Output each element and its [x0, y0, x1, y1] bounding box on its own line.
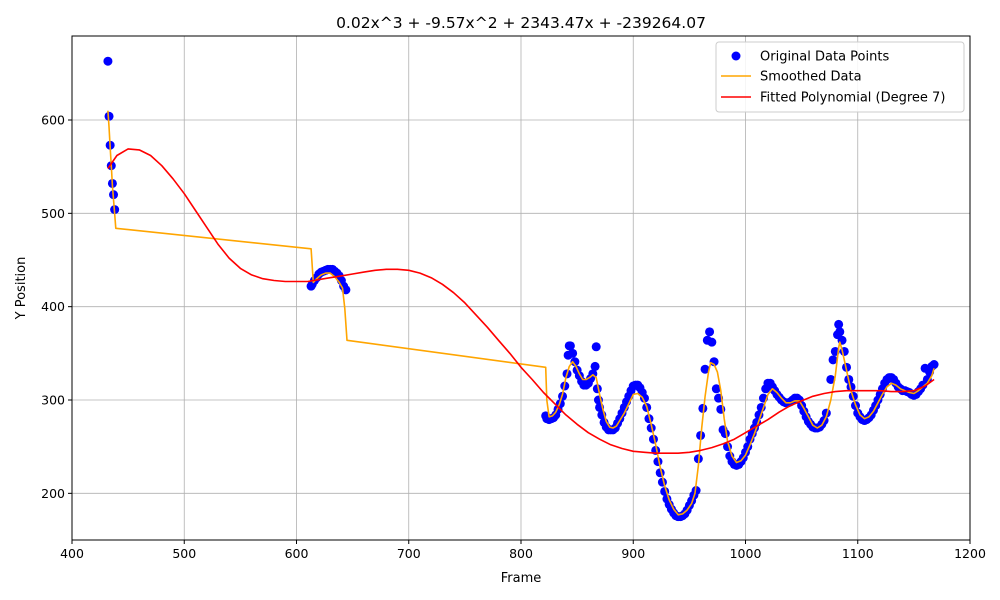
data-point	[922, 374, 932, 384]
data-point	[929, 360, 939, 370]
data-point	[639, 393, 649, 403]
x-tick-label: 500	[172, 546, 196, 561]
data-point	[720, 429, 730, 439]
legend-label-fitted: Fitted Polynomial (Degree 7)	[760, 91, 945, 106]
data-point	[834, 319, 844, 329]
legend-marker-original-points	[731, 51, 741, 61]
axis-ticks: 400 500 600 700 800 900 1000 1100 1200 200 300 400 5…	[41, 113, 986, 562]
data-point	[711, 384, 721, 394]
data-point	[700, 364, 710, 374]
y-tick-label: 600	[41, 113, 65, 128]
legend-label-smoothed: Smoothed Data	[760, 70, 862, 85]
data-point	[835, 327, 845, 337]
x-tick-label: 1000	[730, 546, 762, 561]
data-point	[705, 327, 715, 337]
x-tick-label: 1200	[954, 546, 986, 561]
data-point	[570, 357, 580, 367]
y-tick-label: 500	[41, 206, 65, 221]
x-tick-label: 600	[285, 546, 309, 561]
legend: Original Data Points Smoothed Data Fitte…	[715, 41, 965, 113]
chart-title: 0.02x^3 + -9.57x^2 + 2343.47x + -239264.…	[336, 14, 706, 32]
y-tick-label: 400	[41, 299, 65, 314]
x-axis-label: Frame	[501, 571, 542, 586]
data-point	[565, 341, 575, 351]
data-point	[698, 403, 708, 413]
data-point	[846, 382, 856, 392]
data-point	[590, 361, 600, 371]
series-layer	[103, 56, 939, 522]
y-tick-label: 300	[41, 393, 65, 408]
plot-area: 400 500 600 700 800 900 1000 1100 1200 200 300 400 5…	[41, 35, 986, 562]
smoothed-data-line	[107, 110, 935, 516]
data-point	[568, 348, 578, 358]
data-point	[103, 56, 113, 66]
data-point	[707, 337, 717, 347]
x-tick-label: 400	[60, 546, 84, 561]
data-point	[591, 342, 601, 352]
legend-box	[715, 41, 965, 113]
x-tick-label: 700	[397, 546, 421, 561]
data-point	[828, 355, 838, 365]
x-tick-label: 1100	[842, 546, 874, 561]
y-tick-label: 200	[41, 486, 65, 501]
x-tick-label: 900	[621, 546, 645, 561]
x-tick-label: 800	[509, 546, 533, 561]
data-point	[826, 374, 836, 384]
y-axis-label: Y Position	[14, 257, 29, 321]
legend-label-original-points: Original Data Points	[760, 50, 889, 65]
fitted-polynomial-line	[107, 148, 935, 454]
